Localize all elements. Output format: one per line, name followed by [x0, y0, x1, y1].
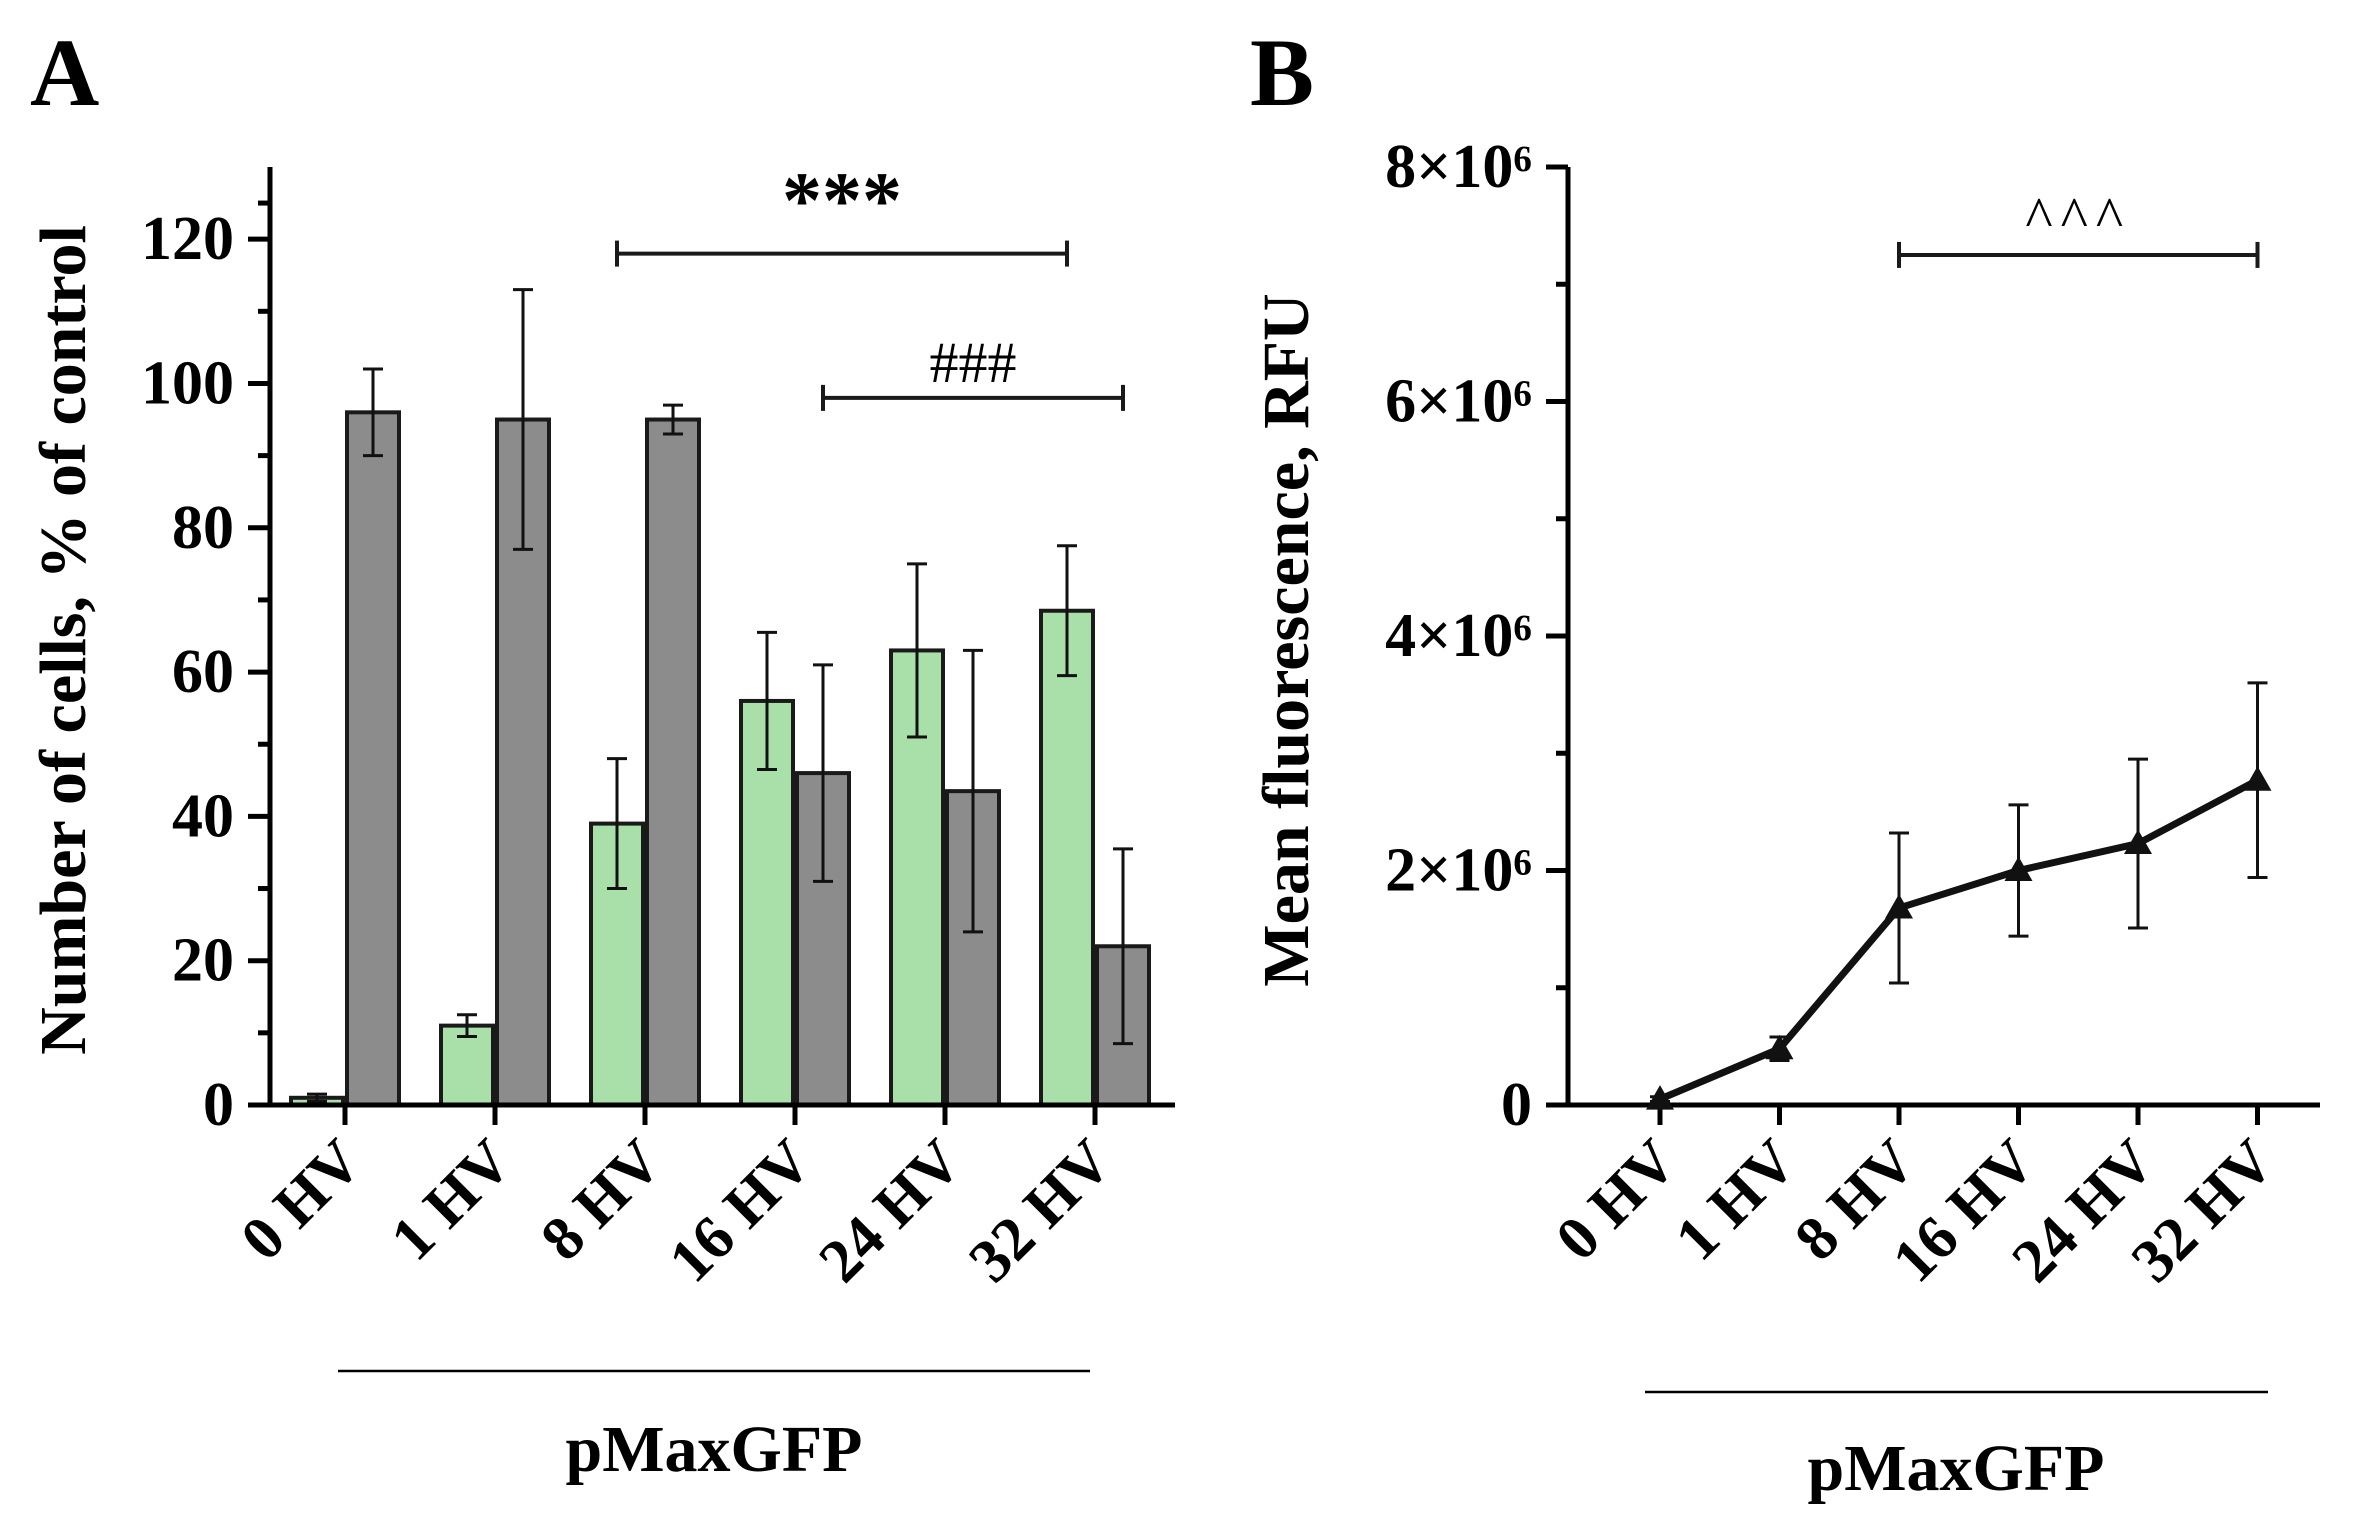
- panel-a-error-bar: [307, 1092, 327, 1103]
- panel-a-y-axis-title: Number of cells, % of control: [27, 225, 100, 1055]
- panel-a-x-tick-label: 0 HV: [228, 1127, 375, 1274]
- panel-b-group-label: pMaxGFP: [1808, 1432, 2105, 1505]
- panel-a-error-bar: [513, 288, 533, 551]
- panel-b-y-ticks: 0 2×10⁶ 4×10⁶ 6×10⁶ 8×10⁶: [1385, 133, 1568, 1139]
- panel-b-y-tick-label: 0: [1501, 1071, 1532, 1139]
- panel-b-significance-label: ^^^: [2025, 185, 2131, 250]
- panel-a-y-tick-label: 60: [172, 638, 234, 706]
- panel-b-label: B: [1250, 19, 1314, 126]
- panel-a-error-bar: [757, 630, 777, 771]
- panel-b-data-point: [1885, 894, 1913, 919]
- panel-a-significance: *** ###: [615, 158, 1125, 411]
- panel-a-significance-label: ***: [782, 158, 902, 246]
- panel-b-significance: ^^^: [1897, 185, 2260, 268]
- panel-a-bar-gray: [345, 410, 401, 1108]
- panel-b: B Mean fluorescence, RFU 0 2×10⁶ 4×10⁶ 6×10…: [1250, 19, 2320, 1505]
- panel-a-x-tick-label: 32 HV: [956, 1127, 1125, 1296]
- panel-a-error-bar: [663, 403, 683, 436]
- panel-a-significance-label: ###: [930, 330, 1017, 395]
- panel-a-error-bar: [457, 1013, 477, 1038]
- panel-a-error-bar: [1113, 847, 1133, 1046]
- panel-a-x-tick-label: 24 HV: [806, 1127, 975, 1296]
- panel-a-error-bars: [307, 288, 1133, 1103]
- panel-a-group-label: pMaxGFP: [566, 1413, 863, 1486]
- panel-b-x-tick-label: 0 HV: [1543, 1127, 1690, 1274]
- panel-a-y-ticks: 0 20 40 60 80 100 120: [141, 200, 270, 1139]
- panel-b-y-tick-label: 8×10⁶: [1385, 133, 1532, 201]
- panel-a-bar-green: [889, 648, 945, 1108]
- panel-a-y-tick-label: 40: [172, 782, 234, 850]
- panel-b-x-tick-label: 1 HV: [1663, 1127, 1810, 1274]
- panel-a-x-tick-label: 8 HV: [528, 1127, 675, 1274]
- panel-a-error-bar: [607, 757, 627, 891]
- panel-b-data-point: [2004, 856, 2033, 881]
- panel-b-y-tick-label: 6×10⁶: [1385, 368, 1532, 436]
- panel-a-bars: [289, 410, 1151, 1108]
- panel-a-y-tick-label: 0: [203, 1071, 234, 1139]
- panel-b-y-tick-label: 2×10⁶: [1385, 837, 1532, 905]
- panel-b-data-point: [2243, 766, 2272, 791]
- panel-a-label: A: [30, 19, 99, 126]
- panel-a-bar-gray: [645, 417, 701, 1107]
- panel-a: A Number of cells, % of control 0 20 40 60 8…: [27, 19, 1175, 1486]
- panel-a-y-tick-label: 100: [141, 349, 234, 417]
- panel-a-bar-green: [1039, 608, 1095, 1107]
- panel-a-y-tick-label: 20: [172, 927, 234, 995]
- panel-a-x-tick-label: 16 HV: [656, 1127, 825, 1296]
- panel-b-y-tick-label: 4×10⁶: [1385, 602, 1532, 670]
- panel-b-data-point: [1765, 1034, 1794, 1060]
- panel-a-y-tick-label: 120: [141, 205, 234, 273]
- panel-a-error-bar: [1057, 544, 1077, 678]
- panel-a-error-bar: [813, 663, 833, 883]
- panel-b-series: [1646, 681, 2272, 1110]
- panel-b-data-point: [2124, 829, 2152, 855]
- panel-b-series-line: [1658, 777, 2260, 1103]
- panel-a-error-bar: [363, 367, 383, 458]
- panel-a-y-tick-label: 80: [172, 494, 234, 562]
- panel-a-error-bar: [963, 648, 983, 934]
- panel-b-y-axis-title: Mean fluorescence, RFU: [1250, 293, 1323, 986]
- panel-b-data-point: [1646, 1085, 1674, 1110]
- panel-a-x-tick-label: 1 HV: [378, 1127, 525, 1274]
- panel-a-error-bar: [907, 562, 927, 739]
